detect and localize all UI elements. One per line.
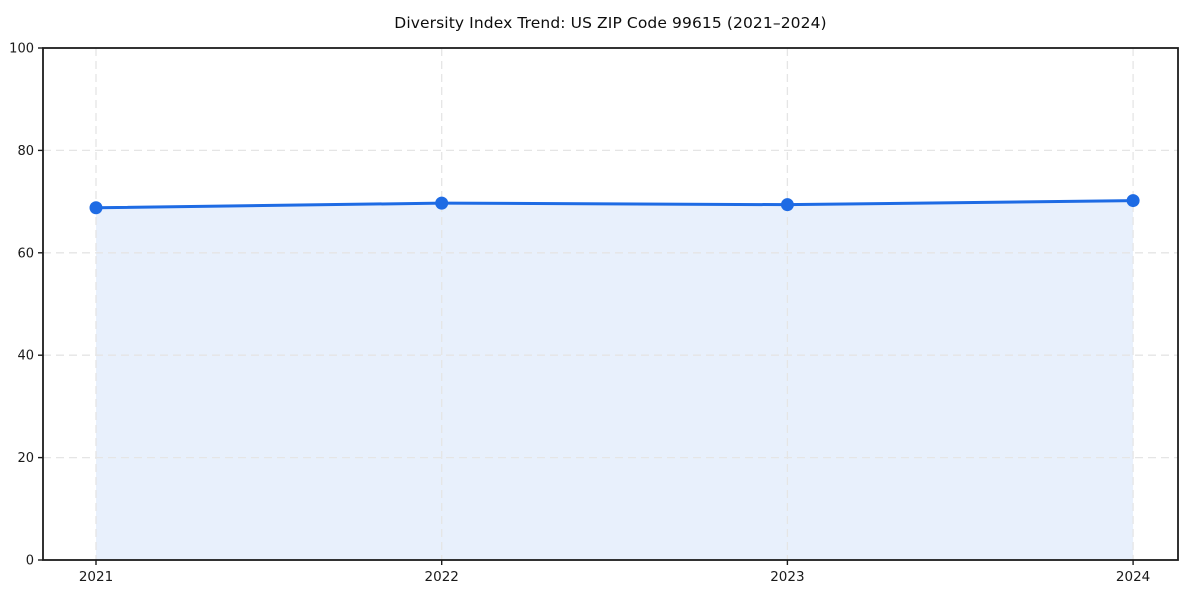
data-point-2024 [1126,194,1140,208]
y-tick-label-80: 80 [17,144,34,159]
y-tick-label-60: 60 [17,246,34,261]
data-point-2022 [435,196,449,210]
y-tick-label-100: 100 [9,42,34,57]
data-point-2021 [89,201,103,215]
data-point-2023 [780,198,794,212]
x-tick-label-2022: 2022 [425,569,459,585]
trend-line [94,199,1135,210]
y-tick-label-0: 0 [26,554,34,569]
x-tick-label-2024: 2024 [1116,569,1150,585]
x-tick-label-2023: 2023 [770,569,804,585]
chart-title: Diversity Index Trend: US ZIP Code 99615… [394,14,827,32]
y-tick-label-20: 20 [17,451,34,466]
area-fill [96,200,1134,561]
x-tick-label-2021: 2021 [79,569,113,585]
axes-spines [42,47,1179,561]
y-tick-label-40: 40 [17,349,34,364]
